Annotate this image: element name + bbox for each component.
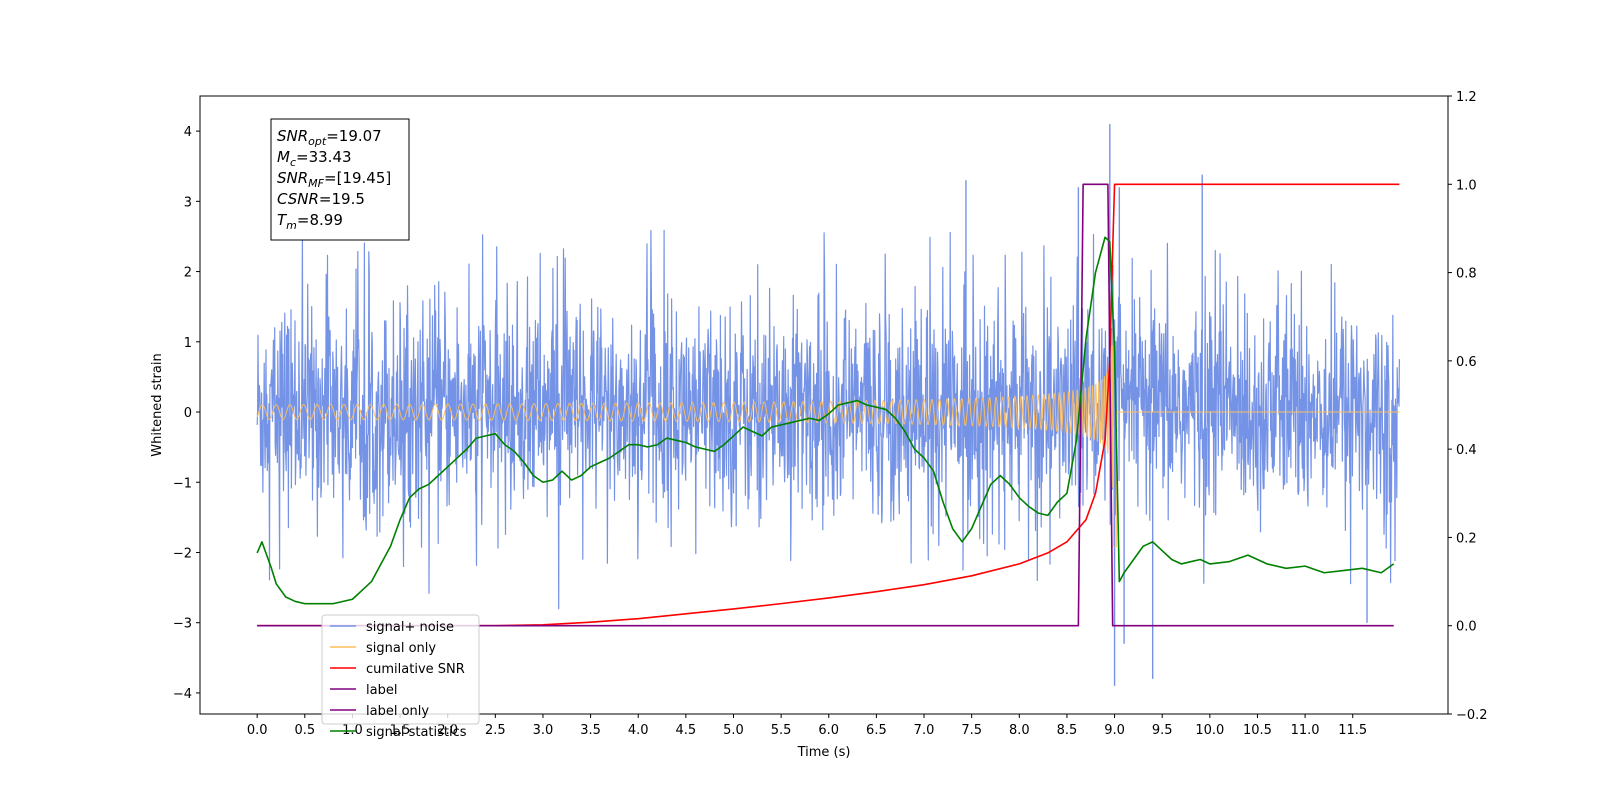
annotation-symbol: SNR — [277, 127, 308, 145]
y2-tick-label: −0.2 — [1456, 708, 1488, 723]
y-tick-label: 0 — [184, 406, 192, 421]
annotation-value: =33.43 — [296, 148, 352, 166]
annotation-value: =19.07 — [326, 127, 382, 145]
y2-tick-label: 0.2 — [1456, 531, 1477, 546]
y-tick-label: 1 — [184, 336, 192, 351]
x-tick-label: 2.0 — [437, 723, 458, 738]
x-tick-label: 7.5 — [961, 723, 982, 738]
legend-entry: signal statistics — [366, 725, 467, 740]
annotation-symbol: SNR — [277, 169, 308, 187]
y-tick-label: 2 — [184, 266, 192, 281]
x-tick-label: 10.0 — [1195, 723, 1224, 738]
y2-tick-label: 0.6 — [1456, 355, 1477, 370]
series-signal-statistics — [256, 236, 1395, 605]
annotation-value: =[19.45] — [324, 169, 391, 187]
legend-entry: label only — [366, 704, 429, 719]
annotation-value: =19.5 — [319, 190, 365, 208]
legend: signal+ noise signal only cumilative SNR la… — [321, 614, 480, 740]
x-tick-label: 1.5 — [390, 723, 411, 738]
x-tick-label: 4.5 — [676, 723, 697, 738]
legend-frame — [321, 614, 480, 725]
annotation-line: SNRMF=[19.45] — [277, 169, 391, 190]
annotation-line: Tm=8.99 — [277, 211, 343, 232]
legend-entry: cumilative SNR — [366, 662, 465, 677]
y-tick-label: −3 — [173, 617, 192, 632]
x-axis: 0.0 0.5 1.0 1.5 2.0 2.5 3.0 3.5 4.0 4.5 5.0 5.5 6.0 6… — [247, 714, 1367, 738]
annotation-symbol: T — [277, 211, 288, 229]
y2-tick-label: 0.0 — [1456, 620, 1477, 635]
x-tick-label: 6.5 — [866, 723, 887, 738]
annotation-box: SNRopt=19.07Mc=33.43SNRMF=[19.45]CSNR=19… — [270, 118, 410, 241]
x-tick-label: 0.0 — [247, 723, 268, 738]
annotation-line: Mc=33.43 — [277, 148, 352, 169]
x-tick-label: 11.0 — [1291, 723, 1320, 738]
y-axis: 4 3 2 1 0 −1 −2 −3 −4 — [173, 125, 200, 702]
series-cumilative-snr — [257, 183, 1400, 627]
annotation-symbol: CSNR — [277, 190, 319, 208]
y2-tick-label: 0.8 — [1456, 267, 1477, 282]
y2-axis: 1.2 1.0 0.8 0.6 0.4 0.2 0.0 −0.2 — [1448, 90, 1488, 723]
plot-series — [256, 124, 1400, 686]
y-tick-label: −2 — [173, 546, 192, 561]
legend-entry: label — [366, 683, 397, 698]
x-tick-label: 3.5 — [580, 723, 601, 738]
x-tick-label: 8.0 — [1009, 723, 1030, 738]
x-tick-label: 5.0 — [723, 723, 744, 738]
annotation-frame — [270, 118, 410, 241]
x-tick-label: 8.5 — [1057, 723, 1078, 738]
y-axis-label: Whitened strain — [150, 353, 165, 456]
annotation-line: CSNR=19.5 — [277, 190, 365, 208]
annotation-subscript: opt — [308, 135, 327, 148]
x-tick-label: 2.5 — [485, 723, 506, 738]
y2-tick-label: 1.2 — [1456, 90, 1477, 105]
plot-frame — [199, 95, 1449, 715]
annotation-subscript: m — [286, 219, 297, 232]
x-tick-label: 7.0 — [914, 723, 935, 738]
y-tick-label: −1 — [173, 476, 192, 491]
series-signal-noise — [256, 229, 1400, 610]
x-axis-label: Time (s) — [797, 745, 851, 760]
x-tick-label: 9.5 — [1152, 723, 1173, 738]
legend-entry: signal only — [366, 641, 436, 656]
annotation-subscript: MF — [308, 177, 324, 190]
y-tick-label: 4 — [184, 125, 192, 140]
x-tick-label: 5.5 — [771, 723, 792, 738]
y2-tick-label: 0.4 — [1456, 443, 1477, 458]
x-tick-label: 4.0 — [628, 723, 649, 738]
x-tick-label: 6.0 — [818, 723, 839, 738]
series-label — [257, 183, 1394, 627]
annotation-symbol: M — [277, 148, 290, 166]
x-tick-label: 3.0 — [533, 723, 554, 738]
x-tick-label: 10.5 — [1243, 723, 1272, 738]
annotation-line: SNRopt=19.07 — [277, 127, 382, 148]
y-tick-label: 3 — [184, 195, 192, 210]
y2-tick-label: 1.0 — [1456, 178, 1477, 193]
annotation-value: =8.99 — [297, 211, 343, 229]
x-tick-label: 9.0 — [1104, 723, 1125, 738]
legend-entry: signal+ noise — [366, 620, 454, 635]
x-tick-label: 11.5 — [1338, 723, 1367, 738]
annotation-subscript: c — [290, 156, 296, 169]
y-tick-label: −4 — [173, 687, 192, 702]
x-tick-label: 0.5 — [294, 723, 315, 738]
